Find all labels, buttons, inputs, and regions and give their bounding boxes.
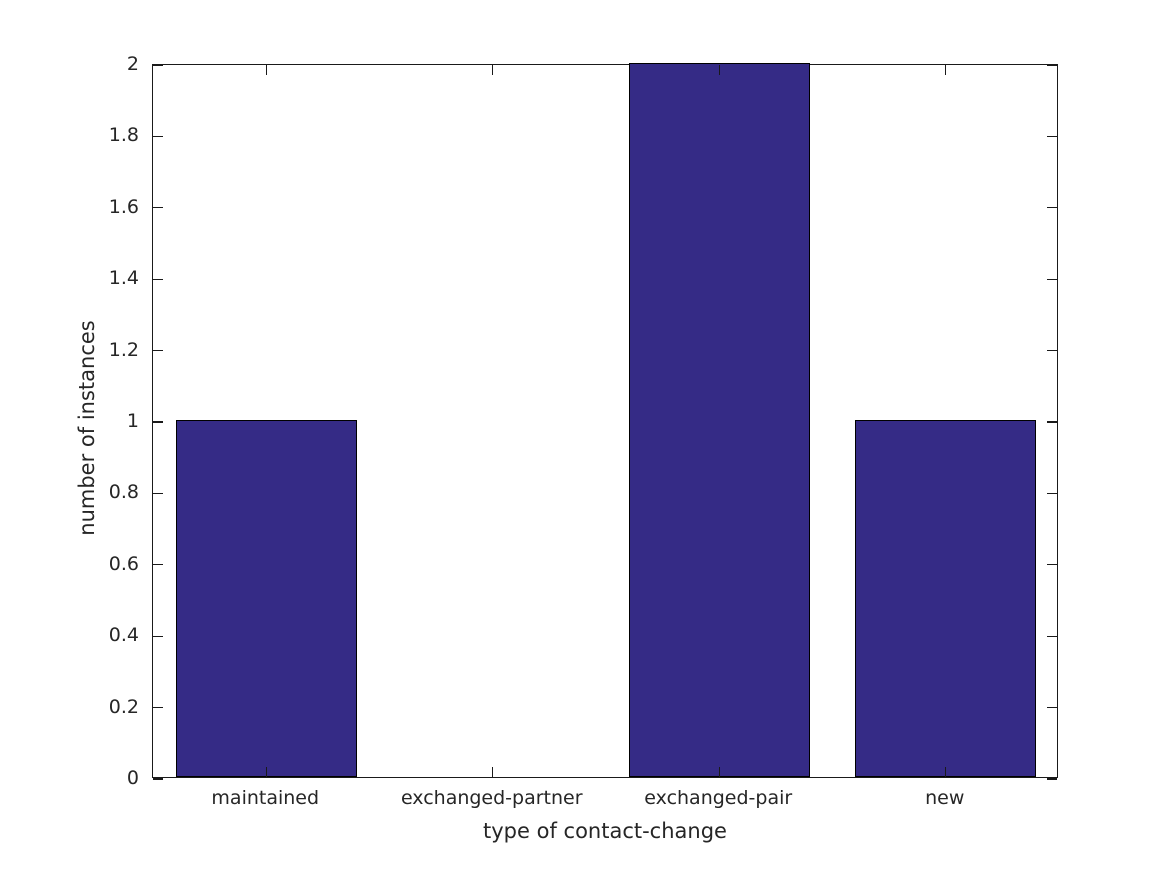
x-tick-bottom bbox=[718, 767, 720, 777]
y-tick-label: 1.4 bbox=[108, 267, 139, 290]
x-tick-bottom bbox=[945, 767, 947, 777]
x-tick-label: exchanged-partner bbox=[400, 787, 583, 809]
y-tick-right bbox=[1047, 635, 1057, 637]
x-tick-top bbox=[492, 65, 494, 75]
bar-new bbox=[855, 420, 1037, 777]
y-tick-right bbox=[1047, 350, 1057, 352]
y-tick-label: 0.6 bbox=[108, 552, 139, 575]
y-tick-left bbox=[153, 135, 163, 137]
x-tick-bottom bbox=[265, 767, 267, 777]
x-tick-bottom bbox=[492, 767, 494, 777]
y-tick-right bbox=[1047, 135, 1057, 137]
x-axis-label: type of contact-change bbox=[483, 819, 727, 843]
y-tick-right bbox=[1047, 564, 1057, 566]
y-tick-left bbox=[153, 421, 163, 423]
x-tick-top bbox=[945, 65, 947, 75]
x-tick-top bbox=[265, 65, 267, 75]
y-tick-label: 2 bbox=[126, 53, 139, 75]
y-tick-label: 0.4 bbox=[108, 624, 139, 647]
y-tick-left bbox=[153, 564, 163, 566]
y-tick-label: 1.8 bbox=[108, 124, 139, 147]
x-tick-top bbox=[718, 65, 720, 75]
y-tick-label: 0 bbox=[126, 767, 139, 789]
y-tick-left bbox=[153, 350, 163, 352]
plot-area bbox=[152, 63, 1058, 780]
y-tick-right bbox=[1047, 207, 1057, 209]
y-tick-left bbox=[153, 778, 163, 780]
bar-exchanged-pair bbox=[628, 63, 810, 777]
bar-maintained bbox=[175, 420, 357, 777]
y-tick-left bbox=[153, 707, 163, 709]
y-tick-right bbox=[1047, 778, 1057, 780]
y-tick-right bbox=[1047, 278, 1057, 280]
y-tick-left bbox=[153, 492, 163, 494]
y-tick-left bbox=[153, 635, 163, 637]
y-tick-label: 1.6 bbox=[108, 195, 139, 218]
y-tick-left bbox=[153, 207, 163, 209]
y-tick-right bbox=[1047, 707, 1057, 709]
y-tick-label: 1.2 bbox=[108, 338, 139, 361]
y-tick-label: 1 bbox=[126, 410, 139, 432]
y-tick-label: 0.2 bbox=[108, 695, 139, 718]
x-tick-label: maintained bbox=[211, 787, 320, 809]
y-tick-left bbox=[153, 278, 163, 280]
y-tick-right bbox=[1047, 64, 1057, 66]
x-tick-label: new bbox=[925, 787, 965, 809]
y-tick-right bbox=[1047, 492, 1057, 494]
y-tick-left bbox=[153, 64, 163, 66]
y-tick-label: 0.8 bbox=[108, 481, 139, 504]
x-tick-label: exchanged-pair bbox=[644, 787, 793, 809]
y-tick-right bbox=[1047, 421, 1057, 423]
